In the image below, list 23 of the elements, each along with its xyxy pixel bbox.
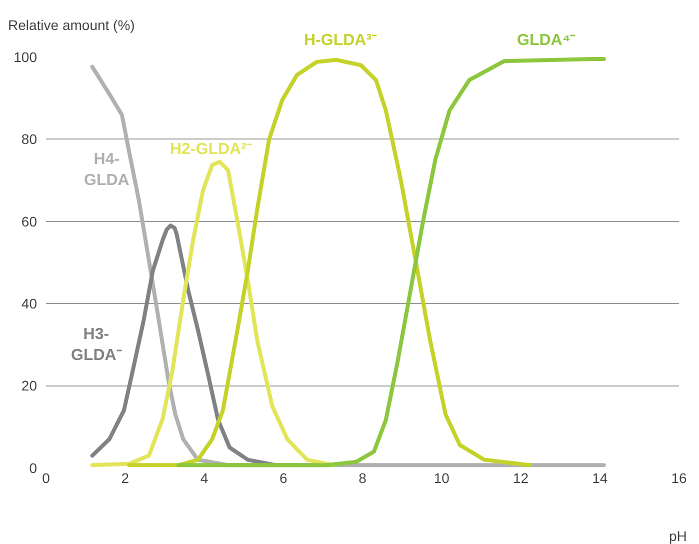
x-axis-title: pH [669, 528, 687, 544]
x-tick-label: 6 [279, 470, 288, 486]
y-tick-label: 100 [14, 48, 38, 65]
x-tick-label: 10 [434, 470, 450, 486]
y-tick-label: 80 [21, 131, 38, 148]
x-tick-label: 12 [512, 470, 529, 486]
y-tick-label: 0 [29, 460, 38, 476]
y-tick-label: 20 [21, 378, 38, 394]
y-tick-label: 40 [21, 296, 38, 312]
annotation: H3- GLDA⁻ [71, 326, 122, 364]
x-tick-label: 8 [358, 470, 367, 486]
x-tick-label: 2 [121, 470, 130, 486]
x-tick-label: 0 [42, 470, 50, 486]
x-tick-label: 4 [200, 470, 208, 486]
y-axis-title: Relative amount (%) [8, 17, 135, 33]
text: GLDA⁴⁻ [517, 32, 576, 49]
annotation: H2-GLDA²⁻ [170, 141, 252, 158]
y-tick-label: 60 [21, 213, 38, 230]
x-tick-label: 16 [671, 470, 687, 486]
line-series [127, 58, 532, 468]
annotation: H4- GLDA [84, 151, 130, 189]
text: H-GLDA³⁻ [304, 32, 378, 49]
x-tick-label: 14 [592, 470, 608, 486]
